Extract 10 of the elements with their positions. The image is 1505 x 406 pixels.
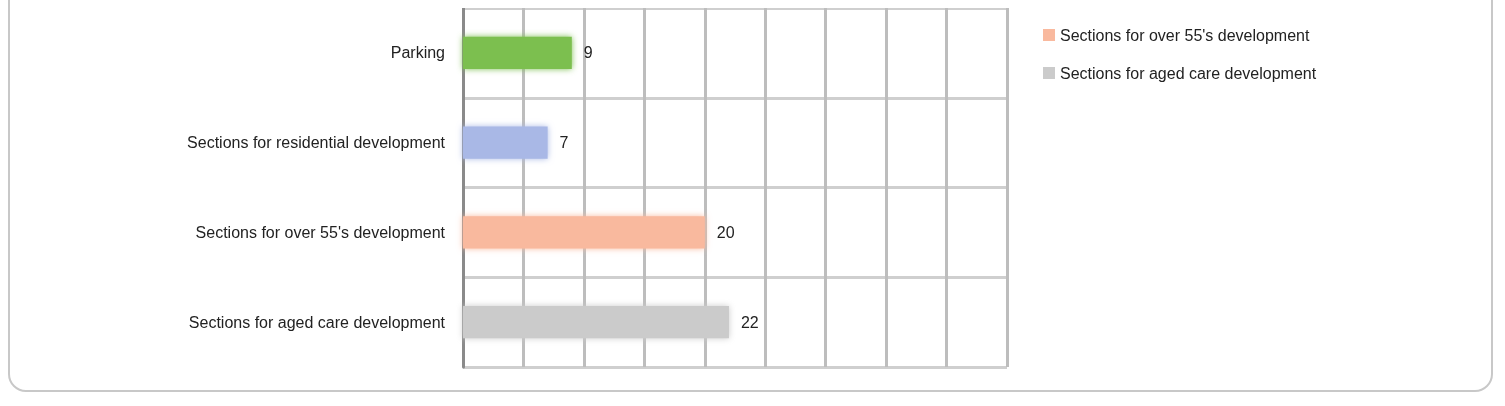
legend-label: Sections for aged care development bbox=[1060, 64, 1317, 82]
y-tick-label: Sections for aged care development bbox=[188, 313, 446, 331]
y-tick-label: Sections for over 55's development bbox=[195, 223, 446, 241]
data-label: 22 bbox=[740, 313, 759, 331]
data-label: 9 bbox=[583, 44, 593, 62]
y-tick-label: Sections for residential development bbox=[187, 134, 446, 152]
legend-label: Sections for over 55's development bbox=[1060, 26, 1310, 44]
data-label: 20 bbox=[716, 223, 735, 241]
y-tick-label: Parking bbox=[390, 44, 445, 62]
data-label: 7 bbox=[559, 134, 569, 152]
